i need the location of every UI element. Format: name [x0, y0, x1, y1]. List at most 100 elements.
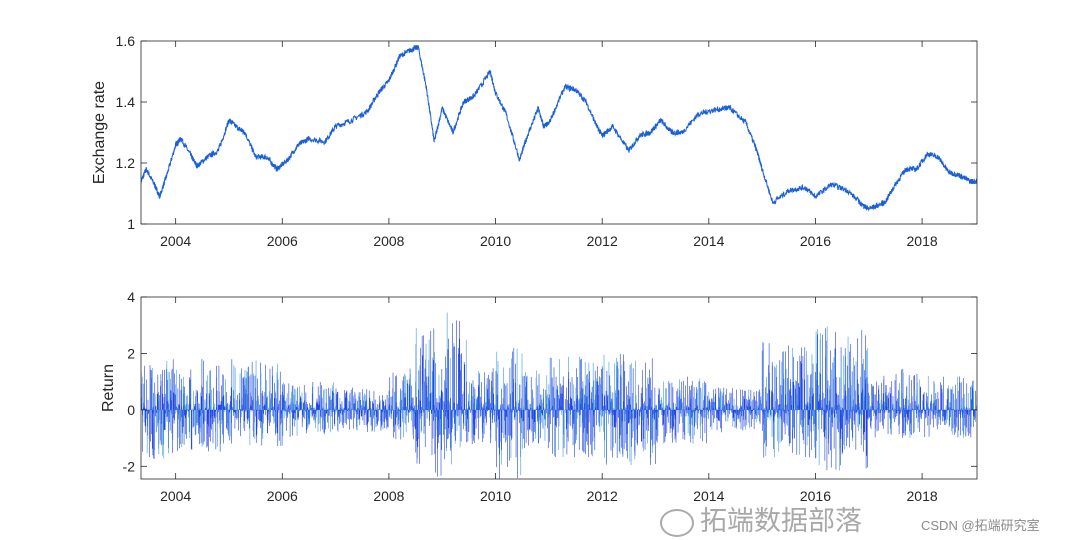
- data-point: [729, 107, 731, 109]
- data-point: [452, 131, 454, 134]
- watermark-credit: CSDN @拓端研究室: [921, 518, 1040, 533]
- data-point: [969, 180, 971, 182]
- y-tick-label: 4: [127, 289, 135, 305]
- watermark-title: 拓端数据部落: [700, 506, 862, 537]
- data-point: [526, 134, 529, 137]
- data-point: [574, 89, 577, 91]
- x-tick-label: 2016: [800, 488, 831, 504]
- data-point: [761, 168, 763, 170]
- data-point: [670, 131, 673, 134]
- data-point: [417, 46, 419, 48]
- data-point: [772, 202, 774, 204]
- data-point: [255, 156, 257, 158]
- data-point: [681, 131, 683, 134]
- data-point: [196, 165, 198, 167]
- data-point: [265, 156, 267, 158]
- x-tick-label: 2004: [160, 488, 191, 504]
- data-point: [207, 156, 209, 158]
- y-tick-label: 1: [127, 216, 135, 232]
- axes-box: [140, 40, 978, 225]
- data-point: [948, 171, 950, 173]
- x-tick-label: 2018: [907, 233, 938, 249]
- y-tick-label: 0: [127, 402, 135, 418]
- y-tick-label: 1.4: [116, 94, 136, 110]
- data-point: [217, 150, 219, 152]
- x-tick-label: 2014: [693, 488, 724, 504]
- x-tick-label: 2008: [373, 488, 404, 504]
- data-point: [814, 195, 817, 198]
- data-point: [804, 186, 806, 188]
- plot-area: [141, 312, 977, 479]
- data-point: [145, 168, 147, 170]
- data-point: [494, 92, 497, 94]
- data-point: [601, 134, 603, 137]
- y-tick-label: -2: [123, 458, 136, 474]
- data-point: [830, 183, 833, 185]
- wechat-icon: [660, 509, 694, 537]
- data-point: [335, 125, 337, 127]
- data-point: [153, 183, 155, 185]
- data-point: [350, 119, 353, 121]
- y-axis-label: Return: [100, 364, 117, 412]
- data-point: [660, 119, 662, 121]
- data-point: [756, 150, 758, 152]
- data-point: [638, 134, 641, 137]
- data-point: [297, 144, 299, 146]
- plot-area: [141, 44, 977, 212]
- x-tick-label: 2012: [587, 233, 618, 249]
- data-point: [228, 119, 230, 121]
- data-point: [868, 208, 870, 210]
- data-point: [745, 122, 747, 124]
- data-point: [862, 205, 865, 207]
- data-point: [905, 168, 907, 170]
- x-tick-label: 2010: [480, 233, 511, 249]
- y-axis-label: Exchange rate: [91, 81, 108, 184]
- data-point: [894, 183, 897, 185]
- data-point: [276, 168, 278, 170]
- x-tick-label: 2006: [267, 233, 298, 249]
- data-point: [958, 174, 961, 176]
- data-point: [596, 125, 598, 127]
- subplot-1: 2004 2006 2008 2010 2012 2014 2016 2018 1 1.2 1.4 1…: [91, 33, 978, 249]
- data-point: [441, 107, 443, 109]
- subplot-2: 2004 2006 2008 2010 2012 2014 2016 2018 -2 0 2 4 Ret…: [100, 289, 978, 504]
- data-point: [462, 101, 465, 103]
- data-point: [473, 95, 475, 97]
- data-point: [191, 156, 193, 158]
- x-tick-label: 2014: [693, 233, 724, 249]
- data-point: [366, 110, 369, 112]
- data-point: [175, 144, 177, 146]
- data-point: [167, 171, 169, 173]
- y-tick-label: 1.2: [116, 155, 136, 171]
- data-point: [159, 195, 161, 198]
- data-point: [564, 86, 566, 88]
- data-point: [518, 159, 521, 161]
- data-point: [377, 92, 379, 94]
- y-tick-label: 1.6: [116, 33, 136, 49]
- data-point: [724, 107, 726, 109]
- data-point: [489, 70, 491, 73]
- data-point: [180, 138, 182, 140]
- data-point: [244, 131, 246, 134]
- data-point: [308, 138, 310, 140]
- data-point: [398, 55, 401, 57]
- data-point: [916, 168, 918, 170]
- x-tick-label: 2006: [267, 488, 298, 504]
- x-tick-label: 2008: [373, 233, 404, 249]
- data-point: [505, 113, 507, 115]
- data-point: [937, 156, 939, 158]
- data-point: [433, 141, 435, 143]
- data-point: [388, 80, 390, 82]
- x-tick-label: 2018: [907, 488, 938, 504]
- data-point: [425, 86, 427, 88]
- data-point: [846, 189, 849, 192]
- data-point: [324, 141, 326, 143]
- data-point: [697, 113, 699, 115]
- data-point: [612, 125, 614, 127]
- data-point: [884, 202, 886, 204]
- data-point: [708, 110, 710, 112]
- y-tick-label: 2: [127, 345, 135, 361]
- data-point: [548, 122, 550, 124]
